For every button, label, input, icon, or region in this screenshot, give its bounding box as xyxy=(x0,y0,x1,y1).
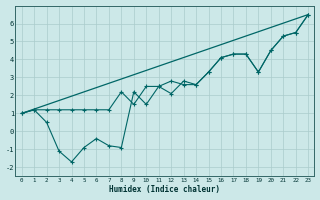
X-axis label: Humidex (Indice chaleur): Humidex (Indice chaleur) xyxy=(109,185,220,194)
